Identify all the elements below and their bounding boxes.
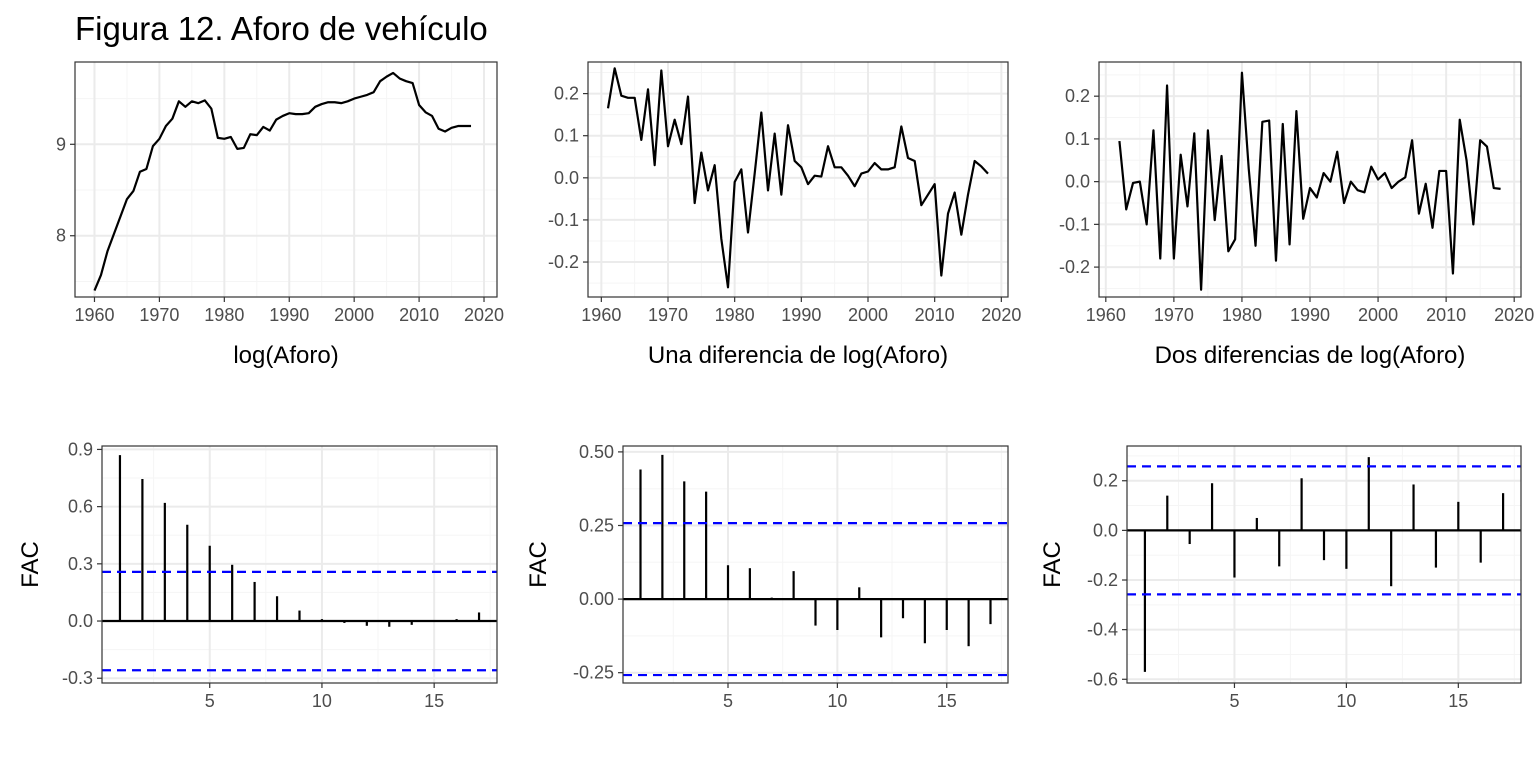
y-tick-label: -0.1 bbox=[548, 210, 579, 230]
x-axis-title: log(Aforo) bbox=[233, 342, 338, 369]
x-tick-label: 10 bbox=[312, 691, 332, 711]
chart-panel-4: 5 10 15 -0.3 0.0 0.3 0.6 0.9 FAC bbox=[17, 439, 498, 711]
y-tick-label: 0.00 bbox=[579, 589, 614, 609]
x-axis-title: Una diferencia de log(Aforo) bbox=[648, 342, 948, 369]
x-tick-label: 1960 bbox=[1086, 305, 1126, 325]
y-axis-title: FAC bbox=[525, 541, 552, 588]
plot-border bbox=[1126, 445, 1522, 684]
y-tick-label: -0.25 bbox=[573, 663, 614, 683]
chart-panel-1: 1960 1970 1980 1990 2000 2010 2020 8 9 log(Aforo) bbox=[56, 61, 504, 369]
plot-background bbox=[1127, 446, 1521, 683]
x-tick-label: 15 bbox=[424, 691, 444, 711]
x-tick-label: 1990 bbox=[1290, 305, 1330, 325]
y-tick-label: -0.2 bbox=[548, 252, 579, 272]
y-tick-label: 0.3 bbox=[68, 554, 93, 574]
y-axis-title: FAC bbox=[17, 541, 44, 588]
y-tick-label: 0.25 bbox=[579, 515, 614, 535]
y-tick-label: 0.0 bbox=[1065, 172, 1090, 192]
plot-border bbox=[622, 445, 1009, 684]
y-tick-label: 0.50 bbox=[579, 442, 614, 462]
plot-background bbox=[75, 62, 497, 297]
x-tick-label: 2000 bbox=[334, 305, 374, 325]
y-tick-label: 0.1 bbox=[554, 126, 579, 146]
grid-lines bbox=[75, 62, 497, 297]
y-tick-label: 0.0 bbox=[554, 168, 579, 188]
x-tick-label: 1980 bbox=[715, 305, 755, 325]
x-tick-label: 2020 bbox=[1494, 305, 1534, 325]
data-marks bbox=[606, 67, 989, 289]
series-line-1 bbox=[1118, 71, 1501, 291]
x-tick-label: 5 bbox=[1229, 691, 1239, 711]
chart-panels: 1960 1970 1980 1990 2000 2010 2020 8 9 log(Aforo)… bbox=[17, 61, 1534, 711]
x-tick-label: 1970 bbox=[648, 305, 688, 325]
chart-panel-3: 1960 1970 1980 1990 2000 2010 2020 -0.2 -0.1 0.0 0… bbox=[1059, 61, 1534, 369]
x-tick-label: 15 bbox=[1448, 691, 1468, 711]
y-tick-label: 0.2 bbox=[1065, 86, 1090, 106]
x-tick-label: 1990 bbox=[269, 305, 309, 325]
y-tick-label: 0.2 bbox=[1093, 471, 1118, 491]
x-tick-label: 1980 bbox=[1222, 305, 1262, 325]
chart-panel-5: 5 10 15 -0.25 0.00 0.25 0.50 FAC bbox=[525, 442, 1009, 711]
x-tick-label: 5 bbox=[723, 691, 733, 711]
plot-background bbox=[588, 62, 1008, 297]
series-line-1 bbox=[606, 67, 989, 289]
grid-lines bbox=[102, 446, 497, 683]
y-tick-label: -0.4 bbox=[1087, 620, 1118, 640]
y-tick-label: 0.0 bbox=[1093, 520, 1118, 540]
grid-lines bbox=[1099, 62, 1521, 297]
plot-border bbox=[587, 61, 1009, 298]
y-tick-label: -0.2 bbox=[1059, 257, 1090, 277]
x-tick-label: 2010 bbox=[399, 305, 439, 325]
x-tick-label: 1970 bbox=[139, 305, 179, 325]
y-tick-label: 0.2 bbox=[554, 84, 579, 104]
chart-panel-2: 1960 1970 1980 1990 2000 2010 2020 -0.2 -0.1 0.0 0… bbox=[548, 61, 1021, 369]
y-tick-label: 9 bbox=[56, 134, 66, 154]
y-tick-label: 0.1 bbox=[1065, 129, 1090, 149]
x-tick-label: 2010 bbox=[915, 305, 955, 325]
y-tick-label: 8 bbox=[56, 226, 66, 246]
y-tick-label: -0.2 bbox=[1087, 570, 1118, 590]
x-tick-label: 2000 bbox=[848, 305, 888, 325]
data-marks bbox=[623, 454, 1008, 677]
y-tick-label: 0.0 bbox=[68, 611, 93, 631]
plot-border bbox=[74, 61, 498, 298]
x-tick-label: 2000 bbox=[1358, 305, 1398, 325]
x-tick-label: 15 bbox=[937, 691, 957, 711]
x-tick-label: 1960 bbox=[74, 305, 114, 325]
plot-background bbox=[623, 446, 1008, 683]
plot-border bbox=[101, 445, 498, 684]
y-tick-label: -0.1 bbox=[1059, 214, 1090, 234]
series-line-1 bbox=[93, 71, 472, 292]
x-tick-label: 2020 bbox=[981, 305, 1021, 325]
data-marks bbox=[1127, 457, 1521, 672]
y-tick-label: -0.3 bbox=[62, 668, 93, 688]
x-tick-label: 1990 bbox=[781, 305, 821, 325]
figure-title: Figura 12. Aforo de vehículo bbox=[75, 10, 488, 47]
chart-panel-6: 5 10 15 -0.6 -0.4 -0.2 0.0 0.2 FAC bbox=[1039, 445, 1522, 711]
x-tick-label: 1960 bbox=[581, 305, 621, 325]
x-tick-label: 1980 bbox=[204, 305, 244, 325]
x-tick-label: 1970 bbox=[1154, 305, 1194, 325]
data-marks bbox=[102, 455, 497, 672]
x-tick-label: 2010 bbox=[1426, 305, 1466, 325]
x-tick-label: 5 bbox=[205, 691, 215, 711]
data-marks bbox=[93, 71, 472, 292]
x-tick-label: 10 bbox=[827, 691, 847, 711]
x-axis-title: Dos diferencias de log(Aforo) bbox=[1155, 342, 1466, 369]
data-marks bbox=[1118, 71, 1501, 291]
y-tick-label: 0.6 bbox=[68, 497, 93, 517]
x-tick-label: 2020 bbox=[464, 305, 504, 325]
y-tick-label: -0.6 bbox=[1087, 669, 1118, 689]
y-tick-label: 0.9 bbox=[68, 439, 93, 459]
x-tick-label: 10 bbox=[1336, 691, 1356, 711]
y-axis-title: FAC bbox=[1039, 541, 1066, 588]
